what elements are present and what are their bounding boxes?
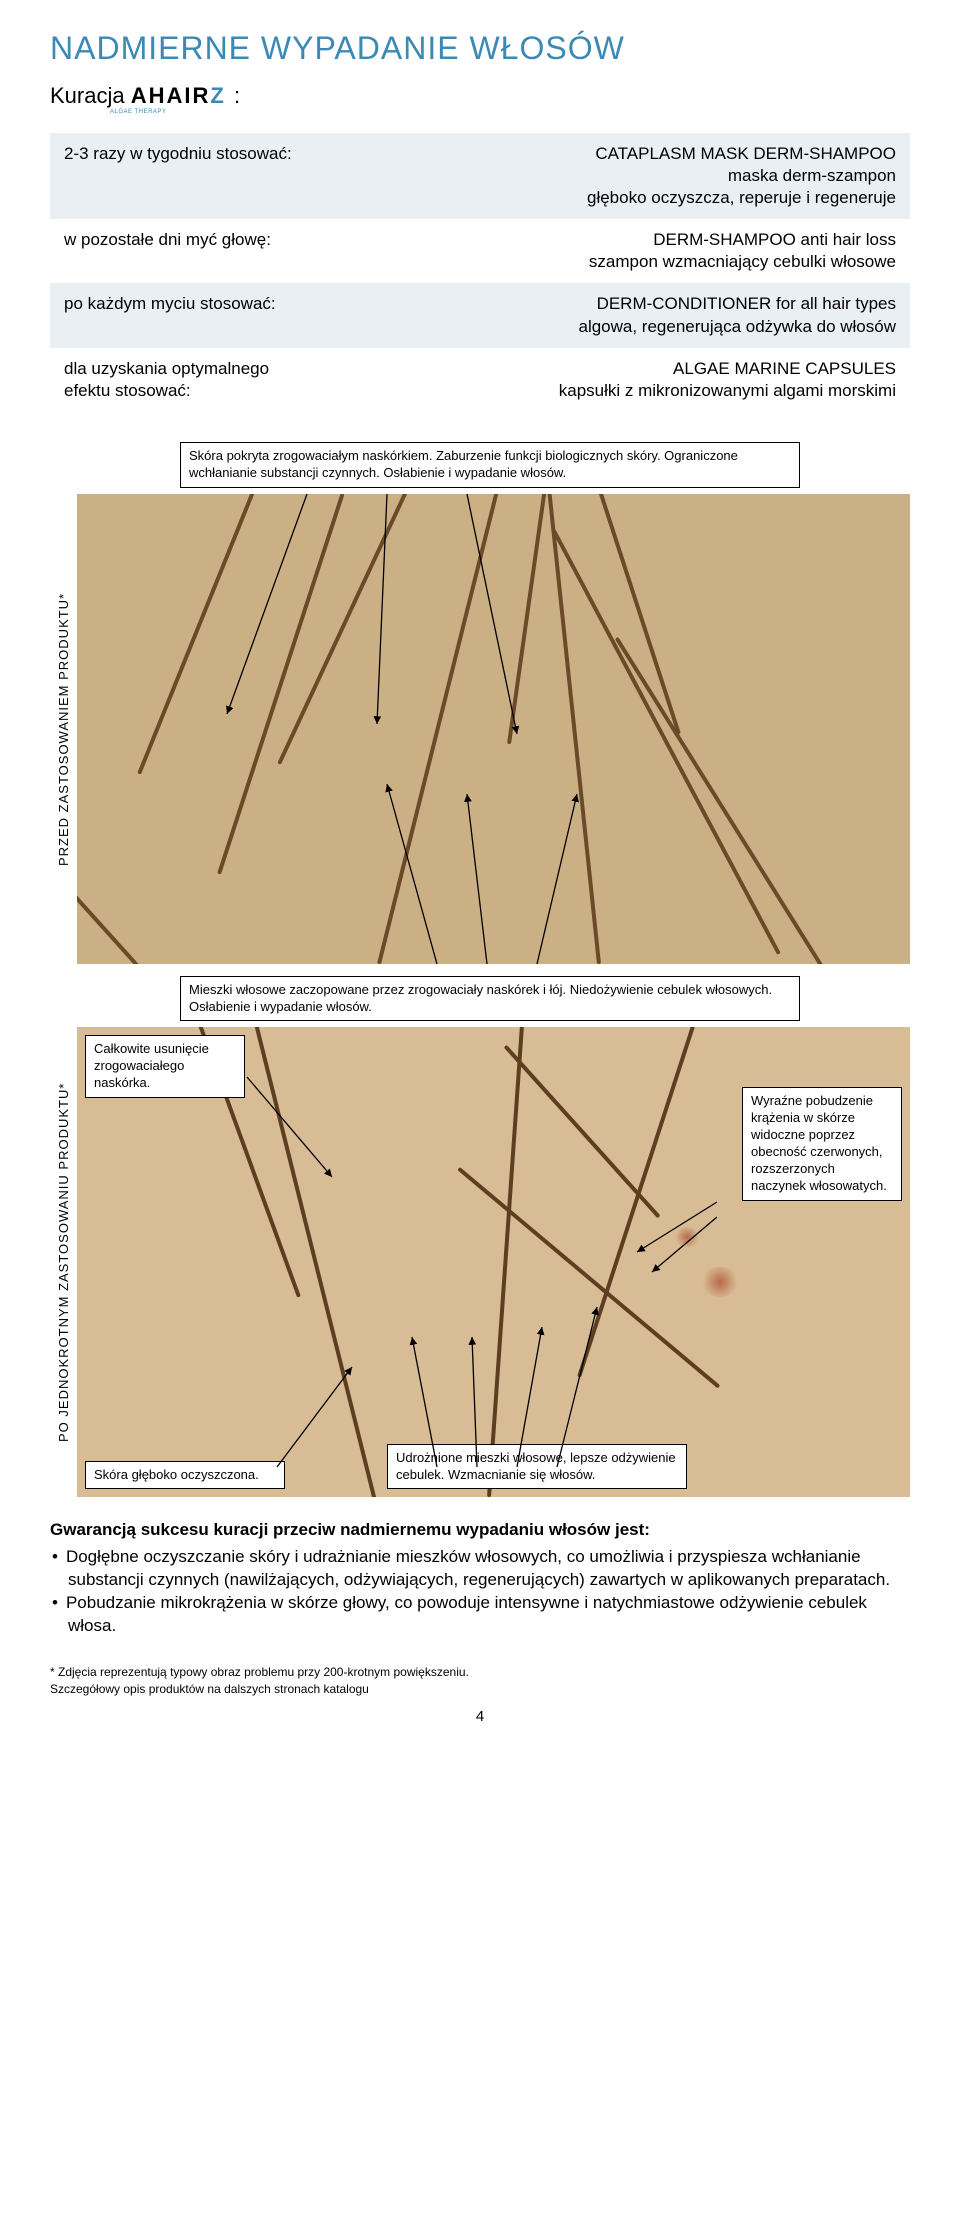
treat-line: algowa, regenerująca odżywka do włosów [578, 317, 896, 336]
subtitle-prefix: Kuracja [50, 83, 131, 108]
brand-z: Z [210, 83, 225, 108]
treat-line: kapsułki z mikronizowanymi algami morski… [559, 381, 896, 400]
treat-line: maska derm-szampon [728, 166, 896, 185]
table-row: po każdym myciu stosować: DERM-CONDITION… [50, 283, 910, 347]
footnote-line: Szczegółowy opis produktów na dalszych s… [50, 1681, 910, 1698]
treat-left: dla uzyskania optymalnego efektu stosowa… [50, 348, 437, 412]
treat-line: DERM-CONDITIONER for all hair types [597, 294, 896, 313]
vlabel-before: PRZED ZASTOSOWANIEM PRODUKTU* [50, 494, 77, 964]
after-image-block: PO JEDNOKROTNYM ZASTOSOWANIU PRODUKTU* C… [50, 1027, 910, 1497]
treat-line: CATAPLASM MASK DERM-SHAMPOO [595, 144, 896, 163]
table-row: 2-3 razy w tygodniu stosować: CATAPLASM … [50, 133, 910, 219]
guarantee-bullet: Pobudzanie mikrokrążenia w skórze głowy,… [68, 1592, 910, 1638]
caption-before-top: Skóra pokryta zrogowaciałym naskórkiem. … [180, 442, 800, 488]
vlabel-after: PO JEDNOKROTNYM ZASTOSOWANIU PRODUKTU* [50, 1027, 77, 1497]
treat-right: ALGAE MARINE CAPSULES kapsułki z mikroni… [437, 348, 910, 412]
treat-right: DERM-CONDITIONER for all hair types algo… [437, 283, 910, 347]
footnote-line: * Zdjęcia reprezentują typowy obraz prob… [50, 1664, 910, 1681]
subtitle-suffix: : [234, 83, 240, 108]
brand: AHAIRZ [131, 83, 234, 108]
before-image [77, 494, 910, 964]
treat-left: po każdym myciu stosować: [50, 283, 437, 347]
subtitle-line: Kuracja AHAIRZ : ALGAE THERAPY [50, 83, 910, 115]
treat-line: ALGAE MARINE CAPSULES [673, 359, 896, 378]
guarantee-block: Gwarancją sukcesu kuracji przeciw nadmie… [50, 1519, 910, 1638]
arrows-before [77, 494, 910, 964]
treat-line: szampon wzmacniający cebulki włosowe [589, 252, 896, 271]
brand-tag: ALGAE THERAPY [110, 109, 910, 115]
after-image: Całkowite usunięcie zrogowaciałego naskó… [77, 1027, 910, 1497]
treatment-table: 2-3 razy w tygodniu stosować: CATAPLASM … [50, 133, 910, 412]
treat-line: głęboko oczyszcza, reperuje i regeneruje [587, 188, 896, 207]
brand-main: AHAIR [131, 83, 211, 108]
footnote: * Zdjęcia reprezentują typowy obraz prob… [50, 1664, 910, 1698]
arrows-after [77, 1027, 910, 1497]
guarantee-lead: Gwarancją sukcesu kuracji przeciw nadmie… [50, 1520, 650, 1539]
page-title: NADMIERNE WYPADANIE WŁOSÓW [50, 30, 910, 67]
treat-line: DERM-SHAMPOO anti hair loss [653, 230, 896, 249]
treat-left: 2-3 razy w tygodniu stosować: [50, 133, 437, 219]
treat-line: efektu stosować: [64, 381, 191, 400]
guarantee-bullet: Dogłębne oczyszczanie skóry i udrażniani… [68, 1546, 910, 1592]
table-row: dla uzyskania optymalnego efektu stosowa… [50, 348, 910, 412]
caption-before-bottom: Mieszki włosowe zaczopowane przez zrogow… [180, 976, 800, 1022]
treat-right: CATAPLASM MASK DERM-SHAMPOO maska derm-s… [437, 133, 910, 219]
treat-line: dla uzyskania optymalnego [64, 359, 269, 378]
before-image-block: PRZED ZASTOSOWANIEM PRODUKTU* [50, 494, 910, 964]
treat-right: DERM-SHAMPOO anti hair loss szampon wzma… [437, 219, 910, 283]
table-row: w pozostałe dni myć głowę: DERM-SHAMPOO … [50, 219, 910, 283]
treat-left: w pozostałe dni myć głowę: [50, 219, 437, 283]
page-number: 4 [50, 1708, 910, 1725]
